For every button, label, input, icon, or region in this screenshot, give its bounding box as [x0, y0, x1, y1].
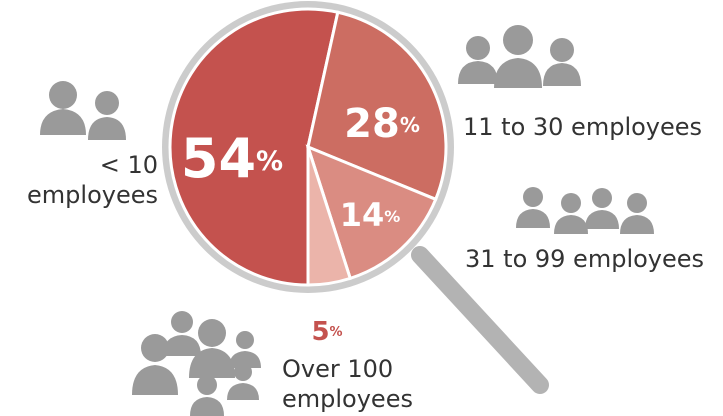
people-icons [40, 25, 654, 416]
value-label: 54% [181, 127, 283, 190]
value-label: 5% [311, 317, 342, 347]
pie-slice [168, 7, 340, 287]
category-label: < 10 employees [27, 151, 158, 209]
category-label: Over 100 employees [282, 355, 413, 413]
category-label: 11 to 30 employees [463, 113, 703, 141]
pie-slice [306, 10, 448, 202]
value-label: 14% [340, 196, 401, 234]
value-label: 28% [344, 101, 420, 147]
magnifier-handle [411, 246, 549, 394]
pie-slice [306, 146, 353, 287]
category-label: 31 to 99 employees [465, 245, 705, 273]
